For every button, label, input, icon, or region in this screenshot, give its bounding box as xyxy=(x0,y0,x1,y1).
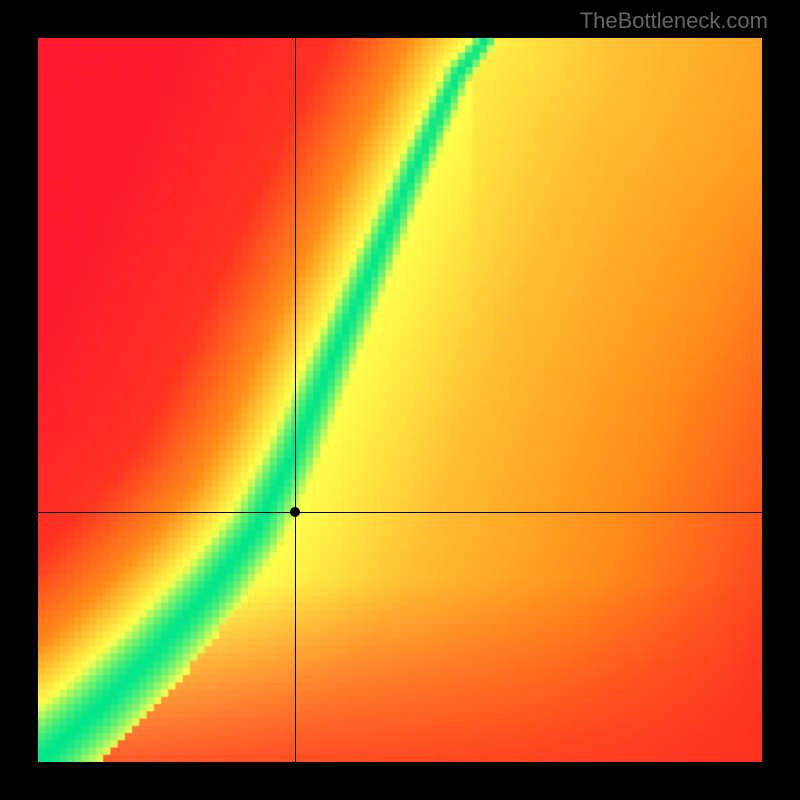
heatmap-chart xyxy=(38,38,762,762)
crosshair-vertical xyxy=(295,38,296,762)
crosshair-horizontal xyxy=(38,512,762,513)
watermark-text: TheBottleneck.com xyxy=(580,8,768,34)
heatmap-canvas xyxy=(38,38,762,762)
crosshair-marker-dot xyxy=(290,507,300,517)
